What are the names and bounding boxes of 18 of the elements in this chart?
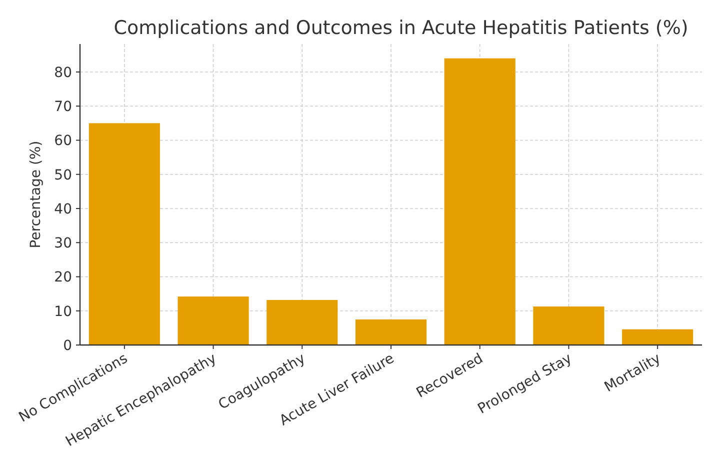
- bar: [88, 123, 160, 345]
- bar: [178, 296, 249, 345]
- y-tick-label: 0: [63, 338, 72, 354]
- y-tick-label: 40: [54, 201, 72, 218]
- y-tick-label: 70: [54, 99, 72, 116]
- y-tick-label: 80: [54, 64, 72, 81]
- bar: [355, 319, 427, 345]
- y-axis-title: Percentage (%): [28, 140, 44, 248]
- y-tick-label: 60: [54, 133, 72, 150]
- y-tick-label: 20: [54, 270, 72, 286]
- bar: [533, 306, 604, 345]
- bar: [444, 58, 516, 345]
- y-tick-label: 50: [54, 167, 72, 184]
- bar: [622, 329, 694, 345]
- y-tick-label: 10: [54, 304, 72, 320]
- y-tick-label: 30: [54, 236, 72, 252]
- bar: [266, 300, 338, 345]
- chart-title: Complications and Outcomes in Acute Hepatitis Patients (%): [114, 17, 688, 39]
